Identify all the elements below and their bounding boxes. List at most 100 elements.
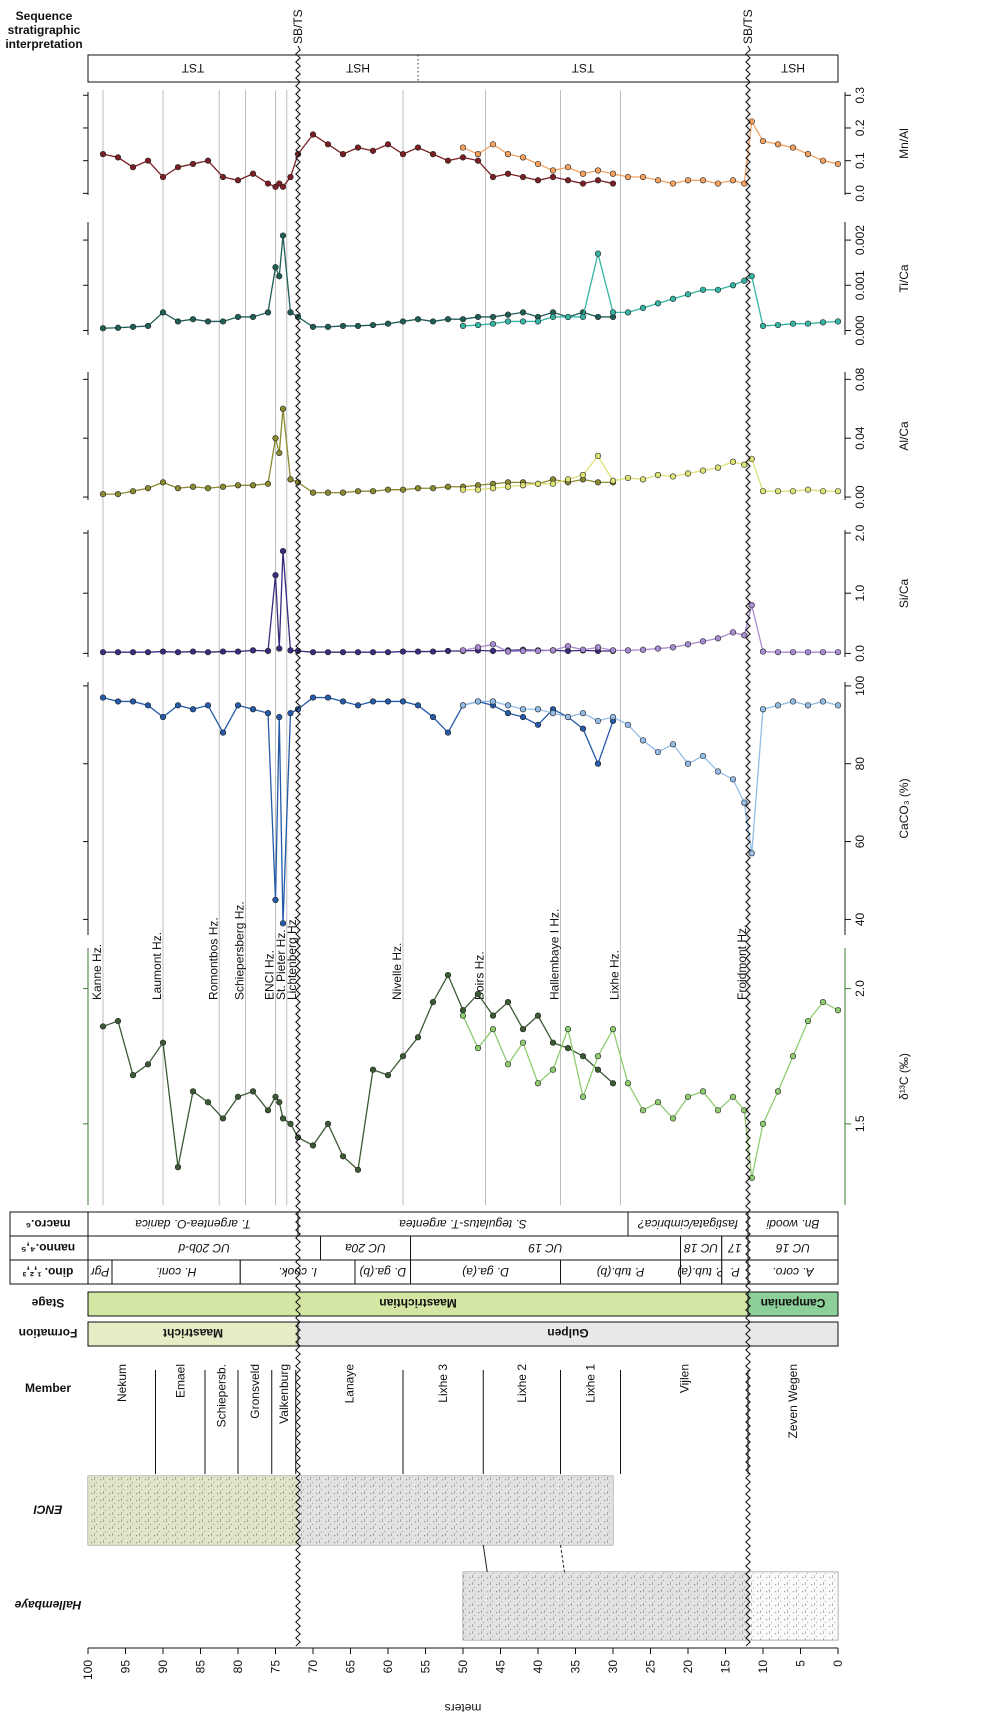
x-tick-label: 0	[831, 1660, 845, 1667]
member-label: Valkenburg	[277, 1364, 291, 1424]
data-point	[609, 180, 617, 187]
horizon-label: Hallembaye I Hz.	[548, 909, 562, 1000]
data-point	[99, 649, 107, 656]
zone	[721, 1259, 749, 1285]
data-point	[579, 646, 587, 653]
zone	[747, 1259, 839, 1285]
data-point	[219, 648, 227, 655]
data-point	[699, 467, 707, 474]
zone	[354, 1259, 411, 1285]
data-point	[399, 698, 407, 705]
x-tick-label: 60	[381, 1660, 395, 1674]
data-point	[519, 309, 527, 316]
data-point	[219, 483, 227, 490]
data-point	[789, 144, 797, 151]
data-point	[129, 649, 137, 656]
data-point	[272, 1093, 279, 1100]
data-point	[264, 480, 272, 487]
data-point	[609, 647, 617, 654]
data-point	[774, 321, 782, 329]
series-line	[463, 454, 838, 492]
sequence-boundary-label: SB/TS	[291, 9, 305, 44]
data-point	[669, 644, 677, 651]
data-point	[834, 649, 842, 656]
x-tick-label: 20	[681, 1660, 695, 1674]
data-point	[519, 154, 527, 161]
data-point	[609, 1026, 617, 1033]
data-point	[369, 1066, 377, 1073]
zone-row-label: nanno.⁴,⁵	[21, 1241, 75, 1255]
member-label: Nekum	[115, 1364, 129, 1402]
data-point	[729, 282, 737, 289]
horizon-label: St. Pieter Hz.	[274, 929, 288, 1000]
data-point	[519, 1026, 527, 1033]
data-point	[324, 141, 332, 148]
horizon-label: Schiepersberg Hz.	[233, 901, 247, 1000]
data-point	[729, 1093, 737, 1100]
data-point	[189, 160, 197, 168]
y-tick-label: 1.0	[853, 585, 867, 602]
data-point	[339, 649, 347, 656]
member-label: Lixhe 1	[584, 1364, 598, 1403]
data-point	[429, 713, 437, 721]
data-point	[639, 646, 647, 653]
data-point	[624, 309, 632, 316]
data-point	[774, 1088, 782, 1095]
data-point	[204, 702, 212, 709]
data-point	[249, 1088, 257, 1095]
data-point	[474, 1044, 482, 1052]
data-point	[519, 1039, 527, 1046]
data-point	[279, 547, 287, 555]
zone	[87, 1259, 113, 1285]
data-point	[789, 488, 797, 495]
data-point	[459, 702, 467, 709]
zone-label: 17	[727, 1241, 742, 1255]
zone-label: H. coni.	[156, 1265, 197, 1279]
data-point	[669, 295, 677, 302]
data-point	[309, 131, 317, 138]
data-point	[714, 464, 722, 471]
data-point	[474, 313, 482, 321]
data-point	[519, 706, 527, 713]
data-point	[534, 721, 542, 728]
y-tick-label: 0.0	[853, 185, 867, 202]
data-point	[759, 488, 767, 495]
data-point	[489, 1026, 497, 1033]
data-point	[114, 324, 122, 331]
data-point	[669, 741, 677, 748]
data-point	[354, 488, 362, 495]
data-point	[384, 141, 392, 148]
x-tick-label: 10	[756, 1660, 770, 1674]
zone-label: UC 16	[776, 1241, 810, 1255]
data-point	[129, 323, 137, 330]
data-point	[474, 990, 482, 998]
data-point	[684, 760, 692, 767]
data-point	[474, 644, 482, 651]
data-point	[399, 648, 407, 655]
stage-title: Stage	[31, 1296, 64, 1310]
data-point	[804, 649, 812, 656]
data-point	[594, 250, 602, 257]
zone	[320, 1235, 411, 1261]
members-title: Member	[25, 1381, 71, 1395]
data-point	[489, 1012, 497, 1019]
x-tick-label: 95	[119, 1660, 133, 1674]
zone	[680, 1259, 723, 1285]
data-point	[654, 300, 662, 307]
data-point	[276, 449, 283, 457]
horizon-label: Froidmont Hz.	[735, 925, 749, 1000]
data-point	[159, 173, 167, 181]
data-point	[189, 1088, 197, 1095]
data-point	[654, 471, 662, 479]
data-point	[594, 167, 602, 174]
litholog-texture	[88, 1476, 613, 1545]
data-point	[819, 999, 827, 1006]
data-point	[279, 920, 287, 927]
data-point	[429, 999, 437, 1006]
data-point	[144, 322, 152, 330]
data-point	[444, 729, 452, 736]
data-point	[504, 999, 512, 1006]
data-point	[534, 1012, 542, 1019]
series-line	[102, 973, 614, 1172]
zone-label: T. argentea-O. danica	[135, 1217, 251, 1231]
